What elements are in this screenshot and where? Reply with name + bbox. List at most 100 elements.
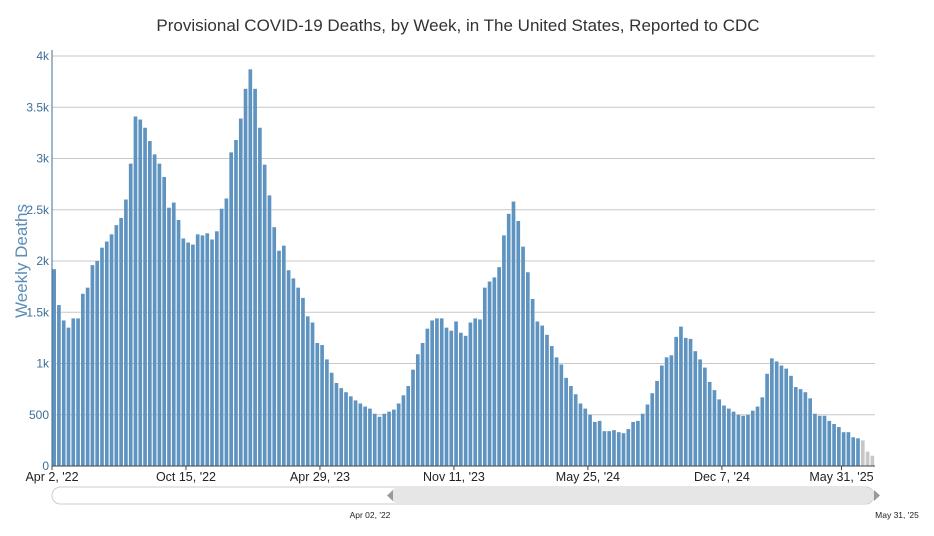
bar[interactable] xyxy=(81,293,85,466)
bar[interactable] xyxy=(779,365,784,466)
bar[interactable] xyxy=(851,437,856,466)
bar[interactable] xyxy=(85,287,90,466)
bar[interactable] xyxy=(597,420,602,466)
bar[interactable] xyxy=(406,386,411,466)
navigator-left-handle[interactable] xyxy=(387,490,393,501)
bar[interactable] xyxy=(162,176,167,466)
bar[interactable] xyxy=(789,375,793,466)
bar[interactable] xyxy=(392,409,396,467)
bar[interactable] xyxy=(808,398,812,466)
bar[interactable] xyxy=(104,241,109,466)
bar[interactable] xyxy=(76,318,80,466)
bar[interactable] xyxy=(703,367,707,466)
bar[interactable] xyxy=(243,88,248,467)
bar-series[interactable] xyxy=(52,69,875,467)
bar[interactable] xyxy=(736,414,741,466)
bar[interactable] xyxy=(305,316,310,466)
bar[interactable] xyxy=(444,327,449,467)
bar[interactable] xyxy=(592,421,597,466)
bar[interactable] xyxy=(482,287,487,466)
bar[interactable] xyxy=(693,351,698,466)
bar[interactable] xyxy=(435,318,439,466)
bar[interactable] xyxy=(502,235,506,467)
bar[interactable] xyxy=(344,392,348,466)
bar[interactable] xyxy=(71,318,76,466)
bar[interactable] xyxy=(219,208,224,467)
bar[interactable] xyxy=(272,227,277,466)
bar[interactable] xyxy=(396,403,401,466)
bar[interactable] xyxy=(454,321,458,466)
bar[interactable] xyxy=(554,357,559,466)
bar[interactable] xyxy=(487,281,492,467)
bar[interactable] xyxy=(607,431,612,466)
bar[interactable] xyxy=(516,221,521,466)
bar[interactable] xyxy=(674,336,679,466)
bar[interactable] xyxy=(621,433,626,466)
bar[interactable] xyxy=(114,225,119,467)
bar[interactable] xyxy=(52,269,56,466)
bar[interactable] xyxy=(224,198,229,467)
bar[interactable] xyxy=(645,404,650,467)
bar[interactable] xyxy=(387,411,391,466)
bar[interactable] xyxy=(707,381,712,466)
bar[interactable] xyxy=(578,403,583,466)
bar[interactable] xyxy=(358,403,363,466)
bar[interactable] xyxy=(57,305,61,466)
bar[interactable] xyxy=(473,318,478,466)
bar[interactable] xyxy=(296,287,301,466)
bar[interactable] xyxy=(320,345,324,466)
bar[interactable] xyxy=(526,272,530,466)
bar[interactable] xyxy=(616,432,621,466)
bar[interactable] xyxy=(267,195,272,466)
bar[interactable] xyxy=(549,346,554,466)
bar[interactable] xyxy=(765,373,769,466)
bar[interactable] xyxy=(468,322,473,467)
bar[interactable] xyxy=(449,330,454,466)
bar[interactable] xyxy=(234,140,238,467)
bar[interactable] xyxy=(669,355,674,466)
bar[interactable] xyxy=(109,234,114,466)
bar[interactable] xyxy=(722,405,726,466)
bar[interactable] xyxy=(61,320,66,466)
bar[interactable] xyxy=(281,245,286,467)
bar[interactable] xyxy=(325,359,329,466)
bar[interactable] xyxy=(626,429,631,466)
bar[interactable] xyxy=(186,242,190,466)
bar[interactable] xyxy=(334,382,339,466)
bar[interactable] xyxy=(655,380,659,466)
bar[interactable] xyxy=(157,163,162,467)
bar[interactable] xyxy=(229,152,234,466)
bar[interactable] xyxy=(191,244,195,466)
bar[interactable] xyxy=(430,320,434,466)
bar[interactable] xyxy=(238,118,243,467)
bar[interactable] xyxy=(348,396,353,466)
bar[interactable] xyxy=(755,406,760,466)
bar[interactable] xyxy=(439,318,444,466)
bar[interactable] xyxy=(741,415,745,466)
bar[interactable] xyxy=(420,343,425,466)
bar[interactable] xyxy=(301,297,305,466)
bar[interactable] xyxy=(650,393,655,466)
navigator-selected-range[interactable] xyxy=(390,488,874,503)
bar[interactable] xyxy=(401,395,406,466)
bar[interactable] xyxy=(171,202,176,466)
bar[interactable] xyxy=(277,250,281,466)
bar[interactable] xyxy=(540,325,545,466)
bar[interactable] xyxy=(683,337,688,467)
bar[interactable] xyxy=(200,235,205,467)
bar[interactable] xyxy=(846,432,851,466)
bar[interactable] xyxy=(832,423,836,466)
bar[interactable] xyxy=(746,414,750,466)
bar[interactable] xyxy=(636,420,640,466)
bar[interactable] xyxy=(167,207,171,466)
bar[interactable] xyxy=(750,410,755,466)
bar[interactable] xyxy=(310,322,315,467)
bar[interactable] xyxy=(492,277,497,466)
bar[interactable] xyxy=(205,233,210,466)
bar[interactable] xyxy=(363,406,367,466)
bar[interactable] xyxy=(631,421,635,466)
bar[interactable] xyxy=(602,431,607,466)
bar[interactable] xyxy=(731,411,736,466)
bar[interactable] xyxy=(511,201,516,467)
bar[interactable] xyxy=(286,270,291,466)
